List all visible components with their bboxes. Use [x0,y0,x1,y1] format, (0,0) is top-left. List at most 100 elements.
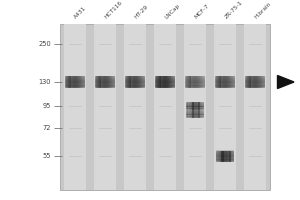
Bar [193,102,194,110]
Bar [220,150,222,162]
Bar [114,76,115,88]
Bar [249,76,250,88]
Bar [112,76,114,88]
Bar [200,76,201,88]
Bar [125,80,145,81]
Bar [94,24,116,190]
Bar [248,76,250,88]
Bar [215,77,235,78]
Bar [68,76,70,88]
Bar [218,76,220,88]
Bar [193,110,194,118]
Bar [69,76,70,88]
Bar [194,110,195,118]
Bar [155,77,175,78]
Bar [65,86,85,88]
Bar [78,76,79,88]
Bar [186,116,204,117]
Bar [141,76,142,88]
Bar [174,76,175,88]
Bar [186,102,204,103]
Bar [197,102,198,110]
Bar [95,76,97,88]
Bar [159,76,160,88]
Bar [185,77,205,78]
Bar [223,150,224,162]
Bar [155,80,175,81]
Bar [215,81,235,82]
Bar [79,76,80,88]
Bar [218,150,219,162]
Bar [66,76,68,88]
Bar [216,154,234,155]
Bar [255,76,256,88]
Bar [216,159,234,161]
Text: HT-29: HT-29 [134,4,149,20]
Bar [186,102,188,110]
Bar [168,76,169,88]
Bar [65,84,85,85]
Bar [162,76,164,88]
Bar [245,81,265,82]
Bar [160,76,161,88]
Bar [142,76,144,88]
Bar [215,79,235,80]
Bar [165,76,166,88]
Bar [252,76,254,88]
Bar [112,76,113,88]
Bar [68,76,69,88]
Bar [195,110,196,118]
Bar [100,76,101,88]
Bar [186,103,204,104]
Bar [197,76,198,88]
Bar [258,76,259,88]
Bar [200,110,201,118]
Bar [101,76,102,88]
Bar [199,102,200,110]
Bar [245,76,247,88]
Bar [215,82,235,83]
Bar [186,108,204,109]
Bar [186,114,204,115]
Bar [74,76,75,88]
Bar [191,102,193,110]
Bar [125,82,145,83]
Bar [72,76,74,88]
Bar [95,86,115,88]
Bar [95,81,115,82]
Bar [232,76,233,88]
Bar [125,77,145,78]
Bar [187,110,188,118]
Bar [109,76,110,88]
Bar [108,76,109,88]
Bar [144,76,145,88]
Bar [142,76,143,88]
Bar [227,76,228,88]
Bar [81,76,82,88]
Bar [131,76,132,88]
Bar [217,150,218,162]
Bar [203,110,204,118]
Bar [77,76,78,88]
Bar [171,76,172,88]
Text: 55: 55 [43,153,51,159]
Bar [169,76,170,88]
Bar [186,109,204,110]
Bar [218,76,219,88]
Text: LNCap: LNCap [164,3,181,20]
Bar [107,76,108,88]
Bar [257,76,258,88]
Bar [231,76,232,88]
Bar [186,108,204,109]
Bar [139,76,140,88]
Bar [130,76,131,88]
Bar [106,76,107,88]
Bar [198,110,199,118]
Bar [125,79,145,80]
Bar [202,76,204,88]
Bar [228,76,229,88]
Bar [231,150,232,162]
Bar [234,76,235,88]
Bar [65,78,85,79]
Bar [135,76,136,88]
